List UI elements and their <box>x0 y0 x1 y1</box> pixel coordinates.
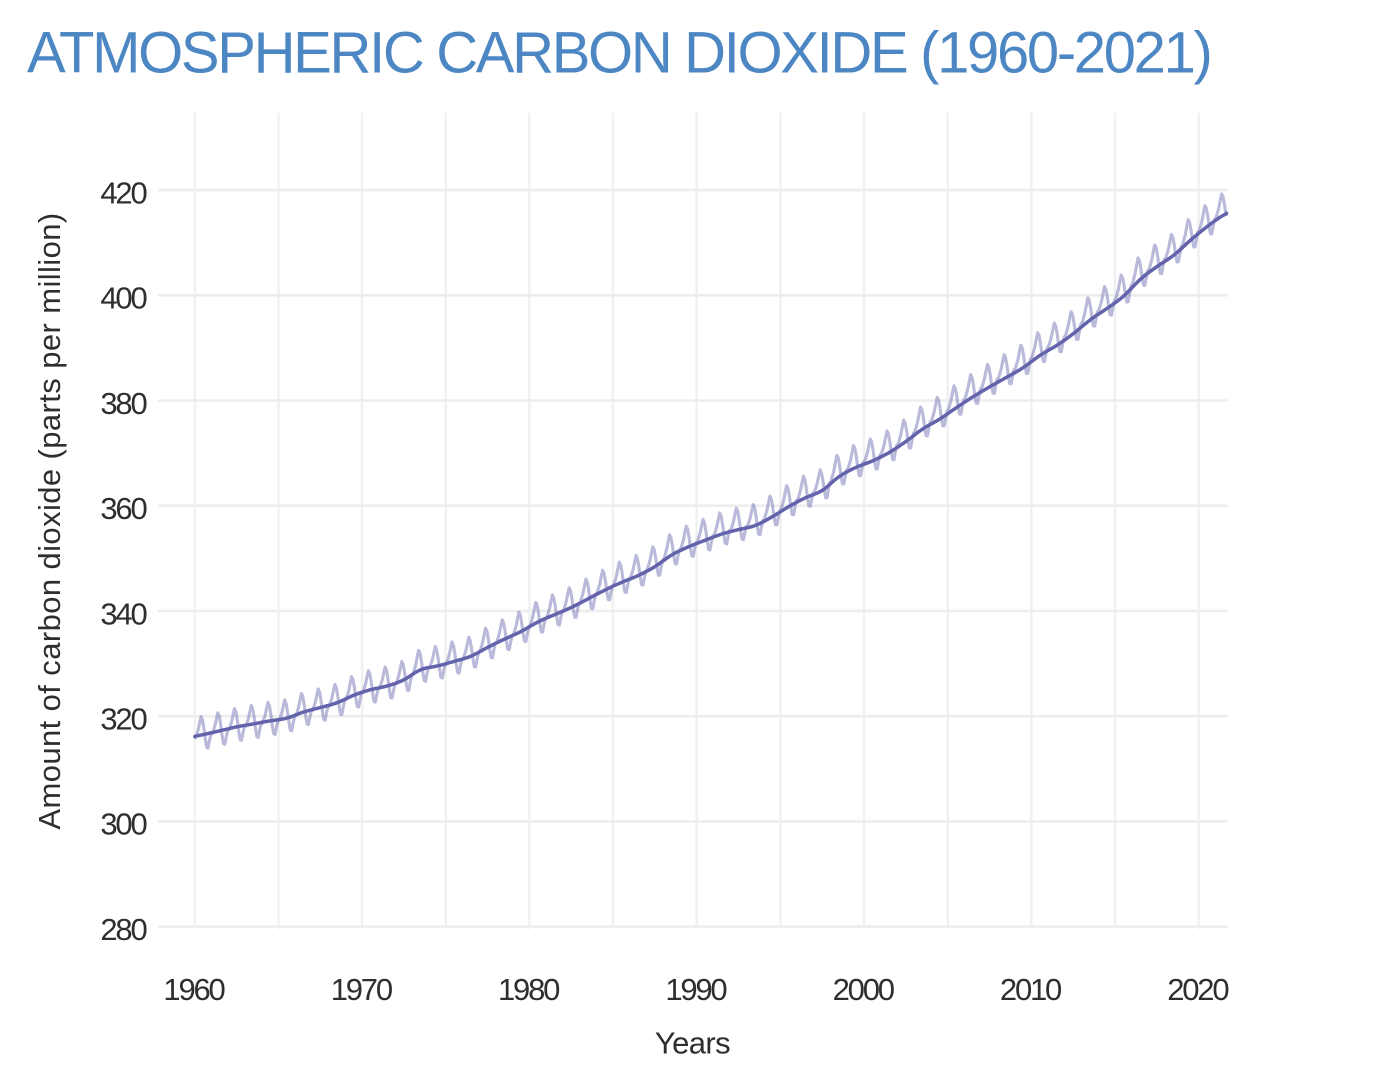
svg-text:Years: Years <box>655 1026 730 1061</box>
svg-text:2010: 2010 <box>1000 972 1062 1007</box>
svg-text:360: 360 <box>100 491 147 526</box>
svg-text:300: 300 <box>100 807 147 842</box>
svg-text:420: 420 <box>100 175 147 210</box>
svg-text:340: 340 <box>100 596 147 631</box>
svg-text:280: 280 <box>100 912 147 947</box>
svg-text:2000: 2000 <box>833 972 895 1007</box>
svg-text:1970: 1970 <box>331 972 393 1007</box>
svg-text:1960: 1960 <box>163 972 225 1007</box>
svg-text:Amount of carbon dioxide (part: Amount of carbon dioxide (parts per mill… <box>32 212 67 829</box>
svg-text:ATMOSPHERIC CARBON DIOXIDE (19: ATMOSPHERIC CARBON DIOXIDE (1960-2021) <box>27 21 1211 86</box>
svg-text:2020: 2020 <box>1167 972 1229 1007</box>
svg-text:1980: 1980 <box>498 972 560 1007</box>
svg-text:320: 320 <box>100 702 147 737</box>
svg-text:380: 380 <box>100 386 147 421</box>
svg-text:400: 400 <box>100 281 147 316</box>
svg-text:1990: 1990 <box>665 972 727 1007</box>
